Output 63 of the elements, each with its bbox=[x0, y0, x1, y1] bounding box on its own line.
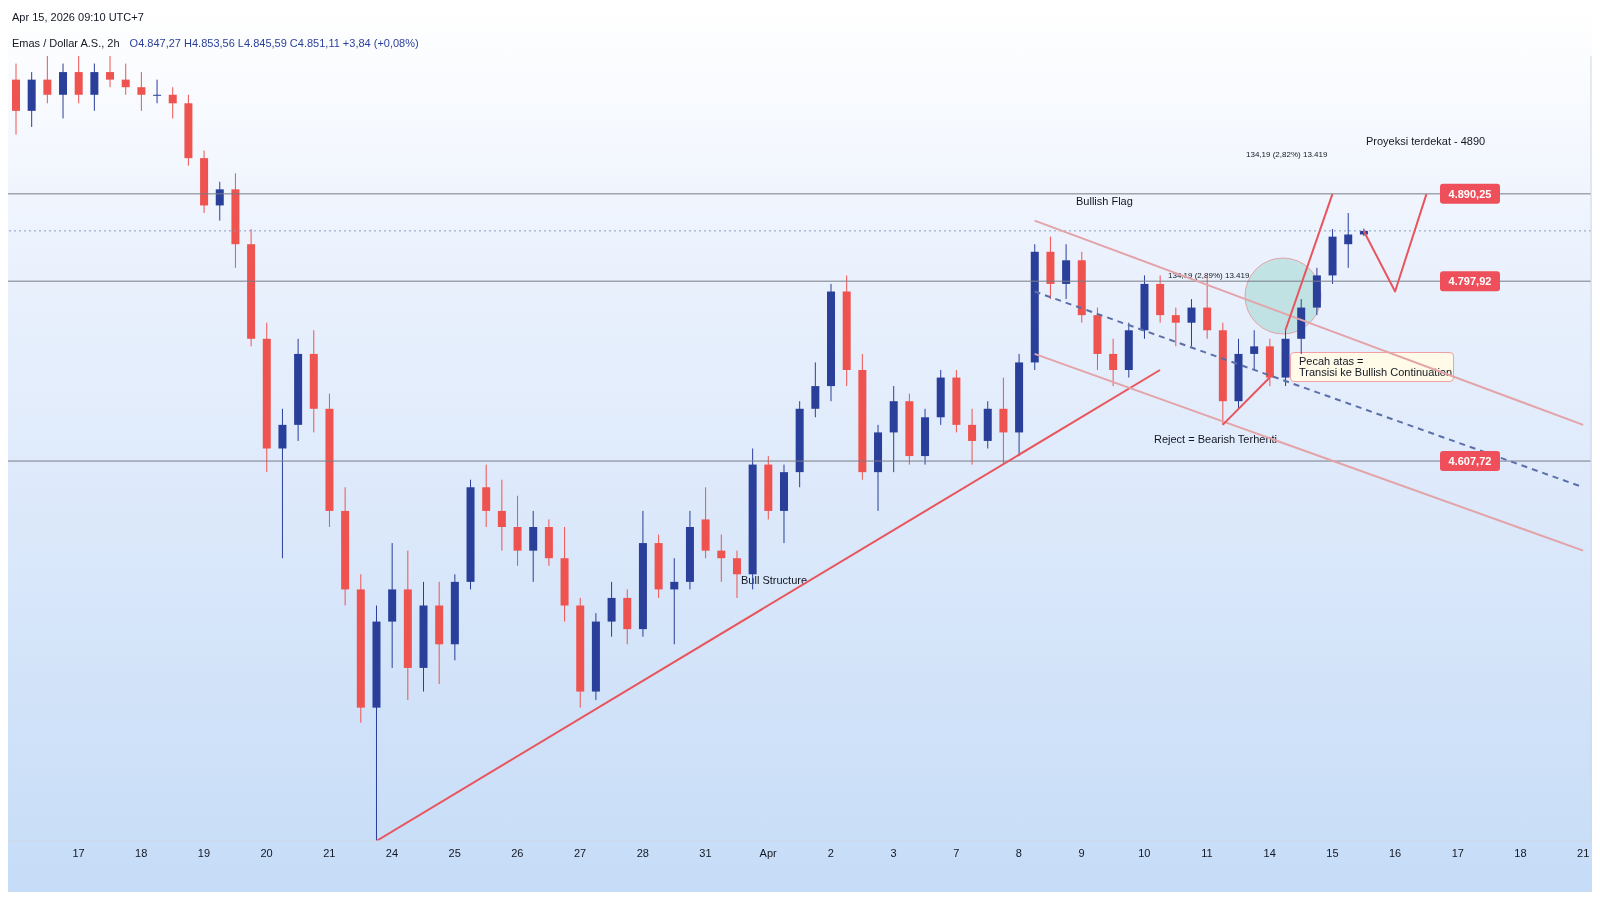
candlestick bbox=[1171, 307, 1180, 347]
y-tick-label: 4.890,25 bbox=[1448, 187, 1492, 200]
x-tick-label: 8 bbox=[1015, 846, 1022, 859]
candlestick bbox=[153, 79, 162, 104]
candlestick bbox=[168, 86, 177, 119]
x-tick-label: 19 bbox=[197, 846, 211, 859]
x-tick-label: 18 bbox=[1514, 846, 1527, 859]
y-tick-label: 4.797,92 bbox=[1448, 275, 1492, 288]
x-tick-label: 14 bbox=[1263, 846, 1276, 859]
x-tick-label: 28 bbox=[636, 846, 649, 859]
candlestick bbox=[529, 510, 538, 583]
candlestick bbox=[1062, 243, 1071, 300]
x-tick-label: 17 bbox=[1451, 846, 1464, 859]
x-tick-label: 16 bbox=[1388, 846, 1402, 859]
candlestick bbox=[121, 63, 130, 96]
x-tick-label: 11 bbox=[1201, 846, 1213, 859]
x-tick-label: 24 bbox=[385, 846, 399, 859]
candlestick bbox=[1344, 212, 1353, 269]
x-tick-label: 3 bbox=[890, 846, 897, 859]
chart-subtitle: O4.847,27 H4.853,56 L4.845,59 C4.851,11 +3,84 (+0,08%) bbox=[129, 37, 419, 49]
candlestick bbox=[513, 495, 522, 567]
x-tick-label: 21 bbox=[323, 846, 336, 859]
text: Apr 15, 2026 09:10 UTC+7 bbox=[12, 11, 144, 23]
candlestick bbox=[999, 377, 1008, 466]
candlestick bbox=[59, 63, 68, 119]
annotation: Bullish Flag bbox=[1076, 195, 1133, 207]
x-tick-label: 9 bbox=[1078, 846, 1085, 859]
candlestick bbox=[1250, 329, 1259, 371]
candlestick bbox=[717, 534, 726, 583]
candlestick bbox=[968, 408, 977, 466]
x-tick-label: 18 bbox=[135, 846, 148, 859]
x-tick-label: 31 bbox=[699, 846, 712, 859]
candlestick bbox=[106, 56, 115, 88]
candlestick bbox=[43, 56, 52, 104]
candlestick bbox=[482, 464, 491, 528]
candlestick bbox=[1187, 298, 1196, 347]
x-tick-label: 2 bbox=[827, 846, 834, 859]
x-tick-label: 25 bbox=[448, 846, 461, 859]
x-tick-label: 17 bbox=[72, 846, 85, 859]
annotation: Proyeksi terdekat - 4890 bbox=[1366, 135, 1486, 147]
candlestick bbox=[74, 56, 83, 104]
candlestick bbox=[811, 361, 820, 418]
x-tick-label: 7 bbox=[953, 846, 960, 859]
x-tick-label: Apr bbox=[759, 846, 778, 859]
y-tick-label: 4.607,72 bbox=[1448, 455, 1492, 468]
candlestick bbox=[90, 63, 99, 112]
candlestick bbox=[670, 557, 679, 645]
annotation: 134,19 (2,82%) 13.419 bbox=[1246, 149, 1328, 160]
x-tick-label: 26 bbox=[511, 846, 524, 859]
candlestick bbox=[137, 71, 146, 112]
candlestick bbox=[215, 181, 224, 222]
x-tick-label: 10 bbox=[1138, 846, 1151, 859]
x-tick-label: 21 bbox=[1577, 846, 1590, 859]
candlestick bbox=[732, 550, 741, 599]
x-tick-label: 15 bbox=[1326, 846, 1339, 859]
annotation: Pecah atas = Transisi ke Bullish Continuation bbox=[1290, 352, 1454, 382]
candlestick bbox=[278, 408, 287, 559]
x-tick-label: 27 bbox=[573, 846, 587, 859]
candlestick bbox=[1109, 338, 1118, 387]
candlestick bbox=[497, 479, 506, 552]
chart-title: Emas / Dollar A.S., 2h bbox=[12, 37, 120, 49]
candlestick bbox=[607, 581, 616, 638]
x-tick-label: 20 bbox=[260, 846, 273, 859]
